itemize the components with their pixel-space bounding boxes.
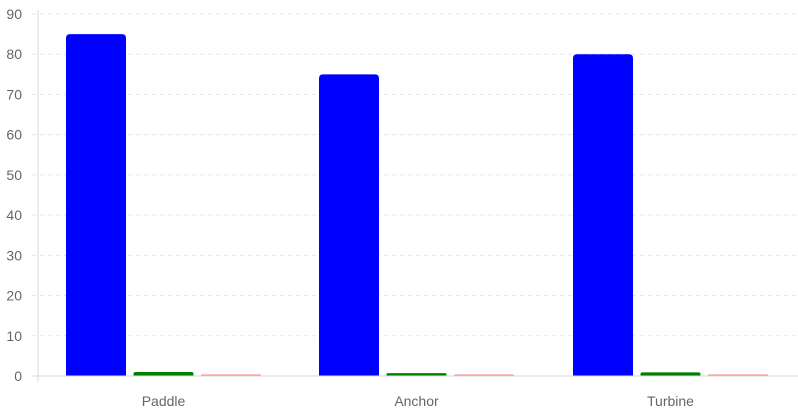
y-tick-label-30: 30 [6, 247, 22, 263]
bar-paddle-series-2 [133, 371, 194, 376]
y-axis-ticks: 0 10 20 30 40 50 60 70 80 90 [6, 6, 22, 384]
x-axis-labels: Paddle Anchor Turbine [142, 393, 694, 409]
bar-turbine-series-2 [640, 372, 701, 376]
bars [66, 34, 768, 376]
bar-paddle-series-1 [66, 34, 126, 376]
bar-turbine-series-1 [573, 54, 633, 376]
y-tick-label-60: 60 [6, 127, 22, 143]
y-tick-label-40: 40 [6, 207, 22, 223]
x-tick-label-anchor: Anchor [394, 393, 439, 409]
bar-anchor-series-2 [386, 373, 447, 376]
x-tick-label-paddle: Paddle [142, 393, 186, 409]
y-tick-label-20: 20 [6, 288, 22, 304]
axes [32, 10, 798, 382]
bar-anchor-series-1 [319, 74, 379, 376]
grid-lines [32, 13, 798, 337]
x-tick-label-turbine: Turbine [647, 393, 694, 409]
y-tick-label-70: 70 [6, 86, 22, 102]
y-tick-label-10: 10 [6, 328, 22, 344]
y-tick-label-0: 0 [14, 368, 22, 384]
y-tick-label-50: 50 [6, 167, 22, 183]
y-tick-label-90: 90 [6, 6, 22, 22]
y-tick-label-80: 80 [6, 46, 22, 62]
